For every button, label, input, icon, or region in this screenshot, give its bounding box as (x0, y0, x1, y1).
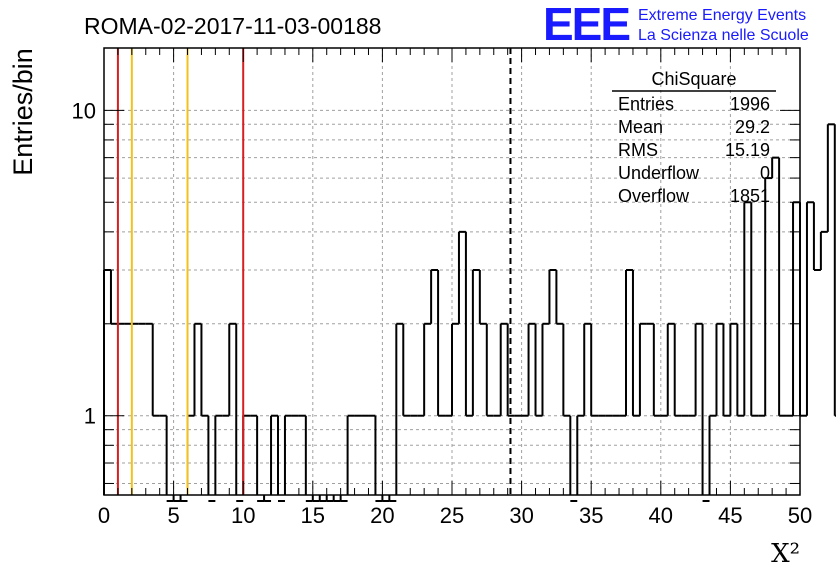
eee-logo-mark: EEE (543, 0, 629, 50)
x-tick-label: 10 (231, 503, 255, 528)
stats-value: 1996 (730, 94, 770, 114)
y-tick-labels: 1 10 (72, 98, 96, 428)
stats-value: 0 (760, 163, 770, 183)
stats-value: 15.19 (725, 140, 770, 160)
x-tick-label: 5 (167, 503, 179, 528)
stats-box: ChiSquare Entries 1996 Mean 29.2 RMS 15.19 Und… (612, 69, 776, 206)
eee-logo: EEE Extreme Energy Events La Scienza nel… (543, 0, 809, 50)
x-axis-label: X² (771, 539, 800, 569)
x-tick-label: 25 (440, 503, 464, 528)
x-tick-label: 0 (98, 503, 110, 528)
x-tick-labels: 0 5 10 15 20 25 30 35 40 45 50 (98, 503, 812, 528)
stats-title: ChiSquare (651, 69, 736, 89)
stats-label: Overflow (618, 186, 690, 206)
y-axis-label: Entries/bin (8, 48, 38, 176)
y-tick-label: 10 (72, 98, 96, 123)
x-tick-label: 15 (301, 503, 325, 528)
stats-value: 29.2 (735, 117, 770, 137)
stats-rows: Entries 1996 Mean 29.2 RMS 15.19 Underflow 0 Ove… (618, 94, 770, 206)
x-tick-label: 30 (509, 503, 533, 528)
x-tick-label: 50 (788, 503, 812, 528)
axis-ticks (103, 48, 801, 495)
stats-value: 1851 (730, 186, 770, 206)
x-tick-label: 45 (718, 503, 742, 528)
stats-label: Entries (618, 94, 674, 114)
x-tick-label: 20 (370, 503, 394, 528)
x-tick-label: 35 (579, 503, 603, 528)
x-tick-label: 40 (649, 503, 673, 528)
logo-line-1: Extreme Energy Events (638, 7, 806, 24)
y-tick-label: 1 (84, 404, 96, 429)
logo-line-2: La Scienza nelle Scuole (638, 27, 809, 44)
chart-title: ROMA-02-2017-11-03-00188 (84, 13, 381, 39)
stats-label: Mean (618, 117, 663, 137)
stats-label: Underflow (618, 163, 700, 183)
stats-label: RMS (618, 140, 658, 160)
reference-lines (116, 48, 512, 495)
